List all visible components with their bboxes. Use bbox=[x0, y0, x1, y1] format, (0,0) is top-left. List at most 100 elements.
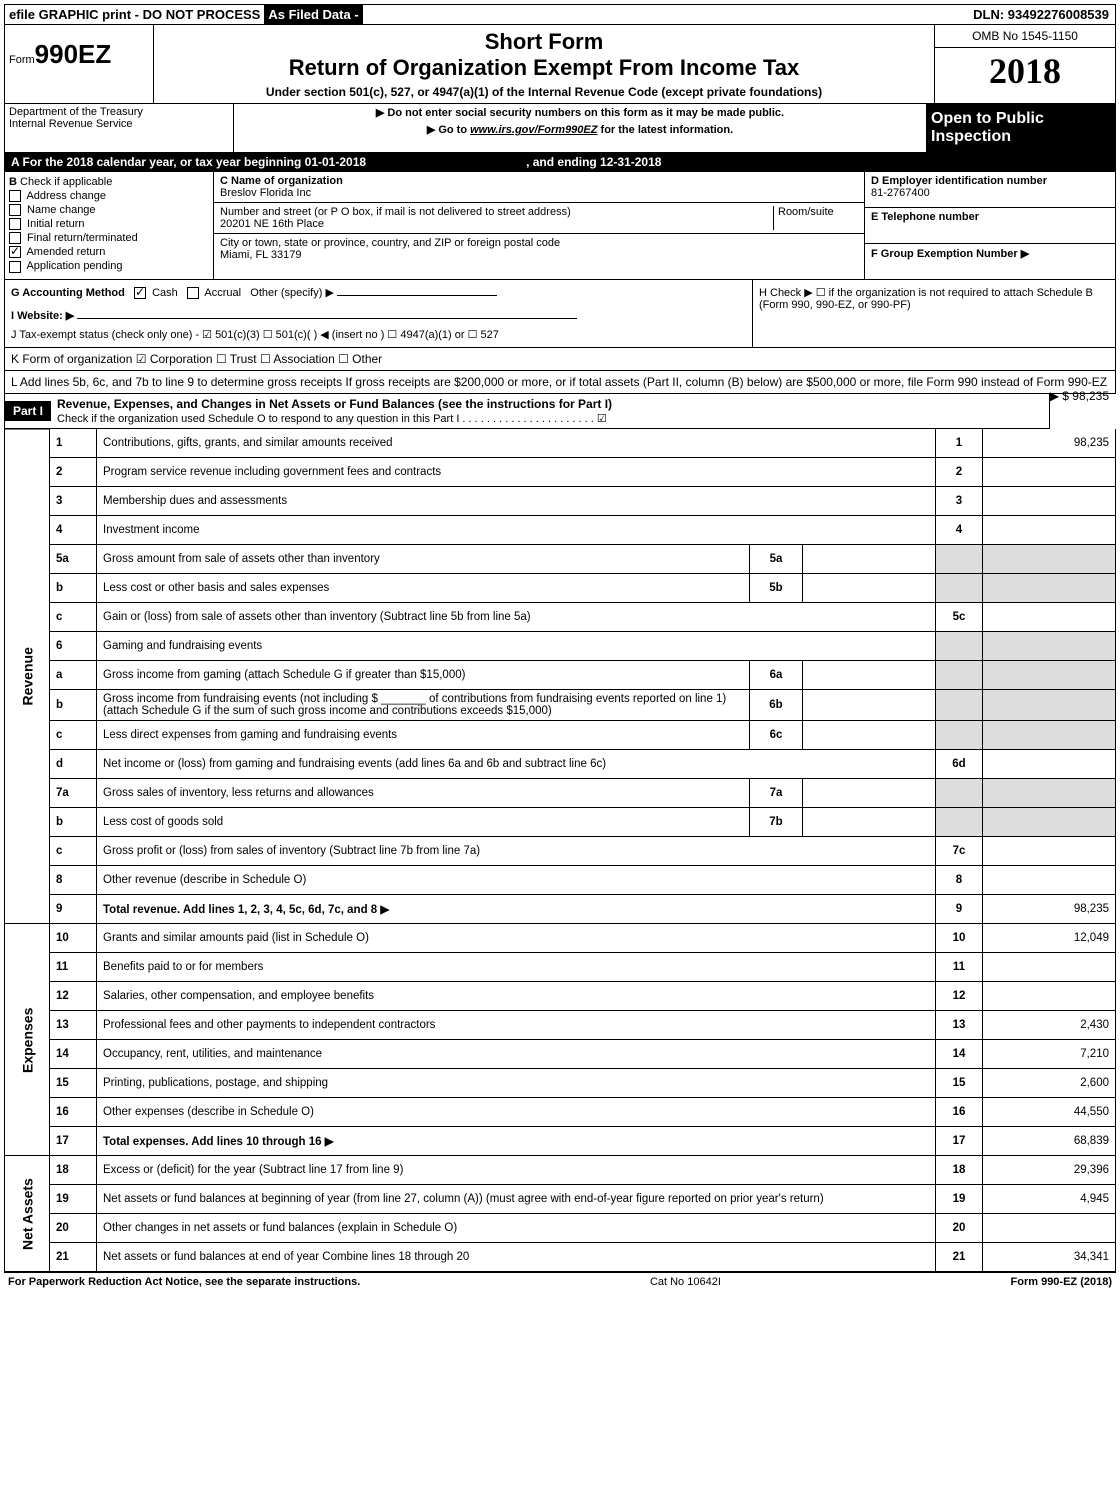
line-desc: Less direct expenses from gaming and fun… bbox=[97, 721, 750, 750]
top-bar: efile GRAPHIC print - DO NOT PROCESS As … bbox=[4, 4, 1116, 25]
line-amount: 12,049 bbox=[983, 924, 1116, 953]
b-checkbox[interactable] bbox=[9, 261, 21, 273]
line-amount bbox=[983, 458, 1116, 487]
b-checkbox[interactable] bbox=[9, 218, 21, 230]
line-number: c bbox=[50, 603, 97, 632]
line-number: 19 bbox=[50, 1185, 97, 1214]
line-desc: Membership dues and assessments bbox=[97, 487, 936, 516]
dept-treasury: Department of the Treasury bbox=[9, 106, 229, 118]
line-desc: Investment income bbox=[97, 516, 936, 545]
line-number: 7a bbox=[50, 779, 97, 808]
line-number: b bbox=[50, 574, 97, 603]
form-title: Return of Organization Exempt From Incom… bbox=[162, 55, 926, 81]
amount-shaded bbox=[983, 808, 1116, 837]
line-box: 21 bbox=[936, 1243, 983, 1272]
line-number: 4 bbox=[50, 516, 97, 545]
line-desc: Other revenue (describe in Schedule O) bbox=[97, 866, 936, 895]
line-box: 14 bbox=[936, 1040, 983, 1069]
l-amount: ▶ $ 98,235 bbox=[1050, 389, 1109, 403]
box-shaded bbox=[936, 690, 983, 721]
line-amount: 98,235 bbox=[983, 429, 1116, 458]
amount-shaded bbox=[983, 721, 1116, 750]
line-amount bbox=[983, 982, 1116, 1011]
box-shaded bbox=[936, 545, 983, 574]
form-header: Form990EZ Short Form Return of Organizat… bbox=[4, 25, 1116, 104]
line-number: 2 bbox=[50, 458, 97, 487]
g-label: G Accounting Method bbox=[11, 287, 125, 299]
box-shaded bbox=[936, 574, 983, 603]
irs-link[interactable]: www.irs.gov/Form990EZ bbox=[470, 124, 597, 136]
line-desc: Total expenses. Add lines 10 through 16 … bbox=[97, 1127, 936, 1156]
dln-label: DLN: 93492276008539 bbox=[967, 5, 1115, 24]
line-box: 6d bbox=[936, 750, 983, 779]
inner-box: 5b bbox=[750, 574, 803, 603]
box-shaded bbox=[936, 632, 983, 661]
b-checkbox[interactable] bbox=[9, 246, 21, 258]
line-box: 2 bbox=[936, 458, 983, 487]
room-suite-label: Room/suite bbox=[773, 206, 858, 230]
c-label: C Name of organization bbox=[220, 175, 343, 187]
box-shaded bbox=[936, 808, 983, 837]
inner-box: 6b bbox=[750, 690, 803, 721]
line-desc: Professional fees and other payments to … bbox=[97, 1011, 936, 1040]
efile-label: efile GRAPHIC print - DO NOT PROCESS bbox=[5, 5, 264, 24]
inner-value bbox=[803, 545, 936, 574]
ein-value: 81-2767400 bbox=[871, 187, 1109, 199]
goto-line: ▶ Go to www.irs.gov/Form990EZ for the la… bbox=[238, 123, 922, 136]
line-number: 13 bbox=[50, 1011, 97, 1040]
amount-shaded bbox=[983, 690, 1116, 721]
b-checkbox[interactable] bbox=[9, 232, 21, 244]
omb-number: OMB No 1545-1150 bbox=[935, 25, 1115, 48]
line-desc: Net assets or fund balances at end of ye… bbox=[97, 1243, 936, 1272]
inner-value bbox=[803, 574, 936, 603]
i-label: I Website: ▶ bbox=[11, 310, 74, 322]
line-box: 12 bbox=[936, 982, 983, 1011]
line-box: 13 bbox=[936, 1011, 983, 1040]
line-desc: Benefits paid to or for members bbox=[97, 953, 936, 982]
line-desc: Other changes in net assets or fund bala… bbox=[97, 1214, 936, 1243]
addr-label: Number and street (or P O box, if mail i… bbox=[220, 206, 773, 218]
inner-box: 5a bbox=[750, 545, 803, 574]
line-number: 5a bbox=[50, 545, 97, 574]
line-desc: Salaries, other compensation, and employ… bbox=[97, 982, 936, 1011]
b-checkbox[interactable] bbox=[9, 204, 21, 216]
line-number: c bbox=[50, 837, 97, 866]
form-subtitle: Under section 501(c), 527, or 4947(a)(1)… bbox=[162, 85, 926, 99]
org-name: Breslov Florida Inc bbox=[220, 187, 858, 199]
b-item: Application pending bbox=[9, 260, 209, 272]
line-number: 12 bbox=[50, 982, 97, 1011]
line-number: 17 bbox=[50, 1127, 97, 1156]
line-desc: Less cost of goods sold bbox=[97, 808, 750, 837]
line-desc: Excess or (deficit) for the year (Subtra… bbox=[97, 1156, 936, 1185]
cash-checkbox[interactable] bbox=[134, 287, 146, 299]
line-number: 21 bbox=[50, 1243, 97, 1272]
form-number: 990EZ bbox=[35, 39, 112, 69]
line-amount: 7,210 bbox=[983, 1040, 1116, 1069]
line-desc: Net assets or fund balances at beginning… bbox=[97, 1185, 936, 1214]
accrual-checkbox[interactable] bbox=[187, 287, 199, 299]
line-number: 11 bbox=[50, 953, 97, 982]
inner-box: 7b bbox=[750, 808, 803, 837]
section-k: K Form of organization ☑ Corporation ☐ T… bbox=[4, 348, 1116, 371]
open-to-public: Open to Public Inspection bbox=[926, 104, 1115, 152]
line-amount bbox=[983, 866, 1116, 895]
org-address: 20201 NE 16th Place bbox=[220, 218, 773, 230]
b-checkbox[interactable] bbox=[9, 190, 21, 202]
as-filed-label: As Filed Data - bbox=[264, 5, 362, 24]
line-desc: Net income or (loss) from gaming and fun… bbox=[97, 750, 936, 779]
amount-shaded bbox=[983, 632, 1116, 661]
amount-shaded bbox=[983, 574, 1116, 603]
line-desc: Program service revenue including govern… bbox=[97, 458, 936, 487]
line-box: 10 bbox=[936, 924, 983, 953]
footer-right: Form 990-EZ (2018) bbox=[1011, 1276, 1112, 1288]
line-box: 17 bbox=[936, 1127, 983, 1156]
line-amount bbox=[983, 1214, 1116, 1243]
line-box: 1 bbox=[936, 429, 983, 458]
b-item: Name change bbox=[9, 204, 209, 216]
line-number: 20 bbox=[50, 1214, 97, 1243]
inner-box: 6a bbox=[750, 661, 803, 690]
section-b: B Check if applicable Address change Nam… bbox=[5, 172, 214, 279]
part1-label: Part I bbox=[5, 401, 51, 421]
line-number: 1 bbox=[50, 429, 97, 458]
footer-center: Cat No 10642I bbox=[650, 1276, 721, 1288]
